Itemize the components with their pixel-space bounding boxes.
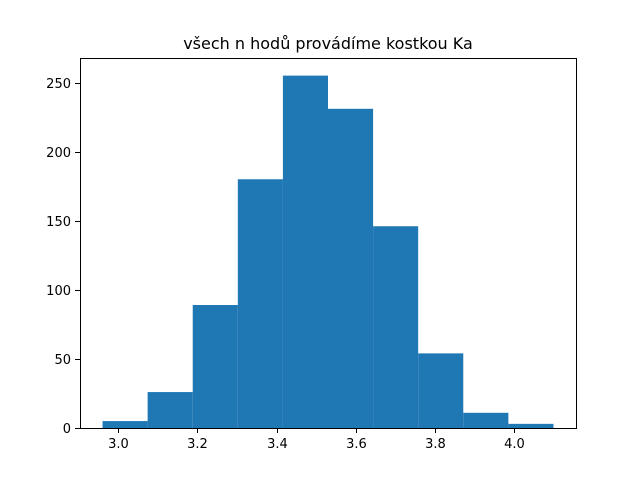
histogram-bar-4 <box>237 179 283 428</box>
plot-frame <box>80 58 577 429</box>
histogram-bar-1 <box>102 421 148 428</box>
x-tick-label: 4.0 <box>504 437 525 452</box>
y-tick-label: 200 <box>46 146 71 161</box>
y-tick-label: 250 <box>46 77 71 92</box>
y-tick-label: 150 <box>46 215 71 230</box>
histogram-bar-7 <box>373 226 419 428</box>
x-axis-ticks: 3.0 3.2 3.4 3.6 3.8 4.0 <box>108 428 525 452</box>
histogram-bar-2 <box>147 392 193 428</box>
histogram-bar-9 <box>463 412 509 428</box>
histogram-bar-6 <box>328 108 374 429</box>
chart-title: všech n hodů provádíme kostkou Ka <box>183 34 473 53</box>
histogram-bar-10 <box>508 423 554 428</box>
y-axis-ticks: 0 50 100 150 200 250 <box>46 77 80 437</box>
y-tick-label: 100 <box>46 284 71 299</box>
x-tick-label: 3.6 <box>346 437 367 452</box>
histogram-bars <box>102 75 554 429</box>
x-tick-label: 3.0 <box>108 437 129 452</box>
x-tick-label: 3.4 <box>267 437 288 452</box>
y-tick-label: 0 <box>63 422 71 437</box>
histogram-bar-3 <box>192 305 238 428</box>
x-tick-label: 3.8 <box>425 437 446 452</box>
y-tick-label: 50 <box>54 353 71 368</box>
histogram-bar-5 <box>282 75 328 428</box>
x-tick-label: 3.2 <box>187 437 208 452</box>
histogram-bar-8 <box>418 353 464 428</box>
